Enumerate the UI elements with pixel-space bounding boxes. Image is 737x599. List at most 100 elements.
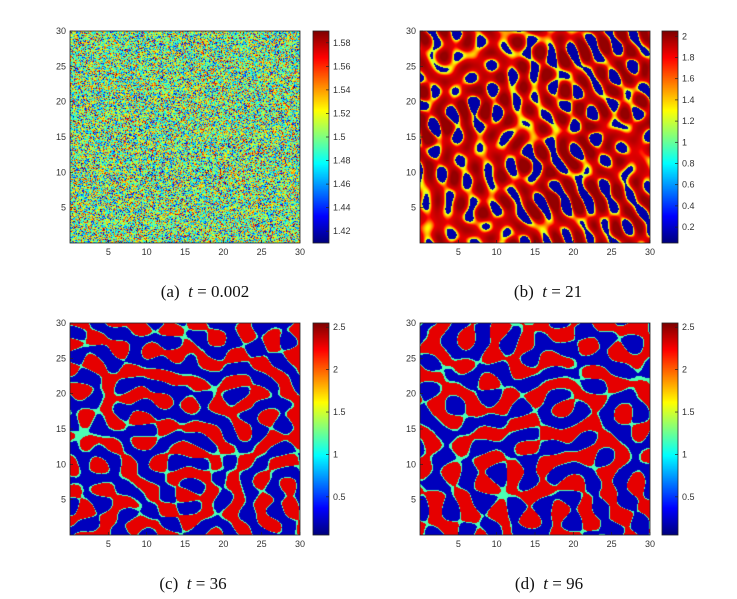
y-tick-label: 20 xyxy=(56,389,66,399)
colorbar xyxy=(662,31,678,243)
x-tick-label: 30 xyxy=(295,247,305,257)
colorbar xyxy=(313,31,329,243)
axes-overlay: 5 10 15 20 25 30 30 25 20 15 10 5 2 1.8 1.6 1.4 1.2 1 0.8 0… xyxy=(406,26,695,257)
x-tick-label: 10 xyxy=(142,247,152,257)
plot-frame xyxy=(69,30,301,244)
x-tick-label: 10 xyxy=(492,539,502,549)
y-tick-label: 5 xyxy=(61,203,66,213)
x-tick-label: 30 xyxy=(645,247,655,257)
y-tick-label: 30 xyxy=(406,26,416,36)
colorbar-tick-label: 0.5 xyxy=(682,492,695,502)
y-tick-label: 5 xyxy=(61,495,66,505)
colorbar-tick-label: 1.52 xyxy=(333,108,351,118)
colorbar-tick-label: 1.54 xyxy=(333,85,351,95)
colorbar-tick-label: 1.6 xyxy=(682,74,695,84)
x-tick-label: 15 xyxy=(530,247,540,257)
colorbar-tick-label: 2.5 xyxy=(682,322,695,332)
colorbar-tick-label: 2 xyxy=(682,365,687,375)
colorbar-tick-label: 0.4 xyxy=(682,201,695,211)
y-tick-label: 20 xyxy=(56,97,66,107)
panel-d: 5 10 15 20 25 30 30 25 20 15 10 5 2.5 2 1.5 1 0.5 xyxy=(383,314,695,559)
x-tick-label: 5 xyxy=(456,539,461,549)
y-tick-label: 10 xyxy=(56,167,66,177)
x-tick-label: 30 xyxy=(645,539,655,549)
heatmap-image xyxy=(420,323,650,535)
plot-frame xyxy=(69,322,301,536)
x-tick-label: 25 xyxy=(257,539,267,549)
caption-b: (b) t = 21 xyxy=(513,282,583,301)
y-tick-label: 25 xyxy=(56,61,66,71)
x-tick-label: 15 xyxy=(180,539,190,549)
colorbar-tick-label: 1.44 xyxy=(333,203,351,213)
x-tick-label: 25 xyxy=(607,539,617,549)
colorbar-tick-label: 2.5 xyxy=(333,322,346,332)
caption-d: (d) t = 96 xyxy=(514,574,584,593)
y-tick-label: 25 xyxy=(56,353,66,363)
y-tick-label: 10 xyxy=(406,167,416,177)
x-tick-label: 5 xyxy=(106,539,111,549)
colorbar-tick-label: 1 xyxy=(682,137,687,147)
colorbar-tick-label: 1.8 xyxy=(682,53,695,63)
x-tick-label: 25 xyxy=(257,247,267,257)
x-tick-label: 5 xyxy=(106,247,111,257)
x-tick-label: 20 xyxy=(568,247,578,257)
axes-overlay: 5 10 15 20 25 30 30 25 20 15 10 5 2.5 2 1.5 1 0.5 xyxy=(406,318,695,549)
y-tick-label: 30 xyxy=(56,318,66,328)
colorbar-tick-label: 1.56 xyxy=(333,61,351,71)
x-tick-label: 10 xyxy=(142,539,152,549)
colorbar-tick-label: 1.2 xyxy=(682,116,695,126)
colorbar-tick-label: 0.6 xyxy=(682,180,695,190)
colorbar-tick-label: 2 xyxy=(682,31,687,41)
y-tick-label: 5 xyxy=(411,203,416,213)
colorbar-tick-label: 1.5 xyxy=(333,132,346,142)
y-tick-label: 15 xyxy=(56,132,66,142)
x-tick-label: 30 xyxy=(295,539,305,549)
x-tick-label: 20 xyxy=(568,539,578,549)
axes-overlay: 5 10 15 20 25 30 30 25 20 15 10 5 2.5 2 1.5 1 0.5 xyxy=(56,318,346,549)
y-tick-label: 10 xyxy=(56,459,66,469)
y-tick-label: 25 xyxy=(406,353,416,363)
x-tick-label: 10 xyxy=(492,247,502,257)
colorbar-tick-label: 1.58 xyxy=(333,38,351,48)
colorbar-tick-label: 0.5 xyxy=(333,492,346,502)
colorbar-tick-label: 0.2 xyxy=(682,222,695,232)
panel-a: 5 10 15 20 25 30 30 25 20 15 10 5 1.58 1.56 1.54 1.52 1.… xyxy=(40,22,351,267)
colorbar-tick-label: 1.48 xyxy=(333,156,351,166)
x-tick-label: 25 xyxy=(607,247,617,257)
plot-frame xyxy=(419,322,651,536)
colorbar-tick-label: 1 xyxy=(333,449,338,459)
axes-overlay: 5 10 15 20 25 30 30 25 20 15 10 5 1.58 1.56 1.54 1.52 1.… xyxy=(56,26,351,257)
y-tick-label: 15 xyxy=(56,424,66,434)
colorbar-tick-label: 1.46 xyxy=(333,179,351,189)
panel-c: 5 10 15 20 25 30 30 25 20 15 10 5 2.5 2 1.5 1 0.5 xyxy=(40,314,350,559)
y-tick-label: 20 xyxy=(406,97,416,107)
colorbar-tick-label: 1 xyxy=(682,449,687,459)
y-tick-label: 30 xyxy=(56,26,66,36)
y-tick-label: 25 xyxy=(406,61,416,71)
y-tick-label: 30 xyxy=(406,318,416,328)
x-tick-label: 15 xyxy=(530,539,540,549)
colorbar-tick-label: 0.8 xyxy=(682,159,695,169)
colorbar-tick-label: 2 xyxy=(333,365,338,375)
y-tick-label: 20 xyxy=(406,389,416,399)
colorbar-frame xyxy=(312,322,330,536)
x-tick-label: 20 xyxy=(218,539,228,549)
caption-c: (c) t = 36 xyxy=(159,574,227,593)
colorbar-frame xyxy=(661,30,679,244)
colorbar-tick-label: 1.5 xyxy=(682,407,695,417)
y-tick-label: 10 xyxy=(406,459,416,469)
y-tick-label: 15 xyxy=(406,424,416,434)
y-tick-label: 15 xyxy=(406,132,416,142)
x-tick-label: 20 xyxy=(218,247,228,257)
colorbar-tick-label: 1.42 xyxy=(333,226,351,236)
colorbar-tick-label: 1.4 xyxy=(682,95,695,105)
plot-frame xyxy=(419,30,651,244)
x-tick-label: 5 xyxy=(456,247,461,257)
colorbar xyxy=(313,323,329,535)
heatmap-image xyxy=(70,31,300,243)
x-tick-label: 15 xyxy=(180,247,190,257)
colorbar-frame xyxy=(661,322,679,536)
colorbar xyxy=(662,323,678,535)
colorbar-tick-label: 1.5 xyxy=(333,407,346,417)
caption-a: (a) t = 0.002 xyxy=(160,282,250,301)
